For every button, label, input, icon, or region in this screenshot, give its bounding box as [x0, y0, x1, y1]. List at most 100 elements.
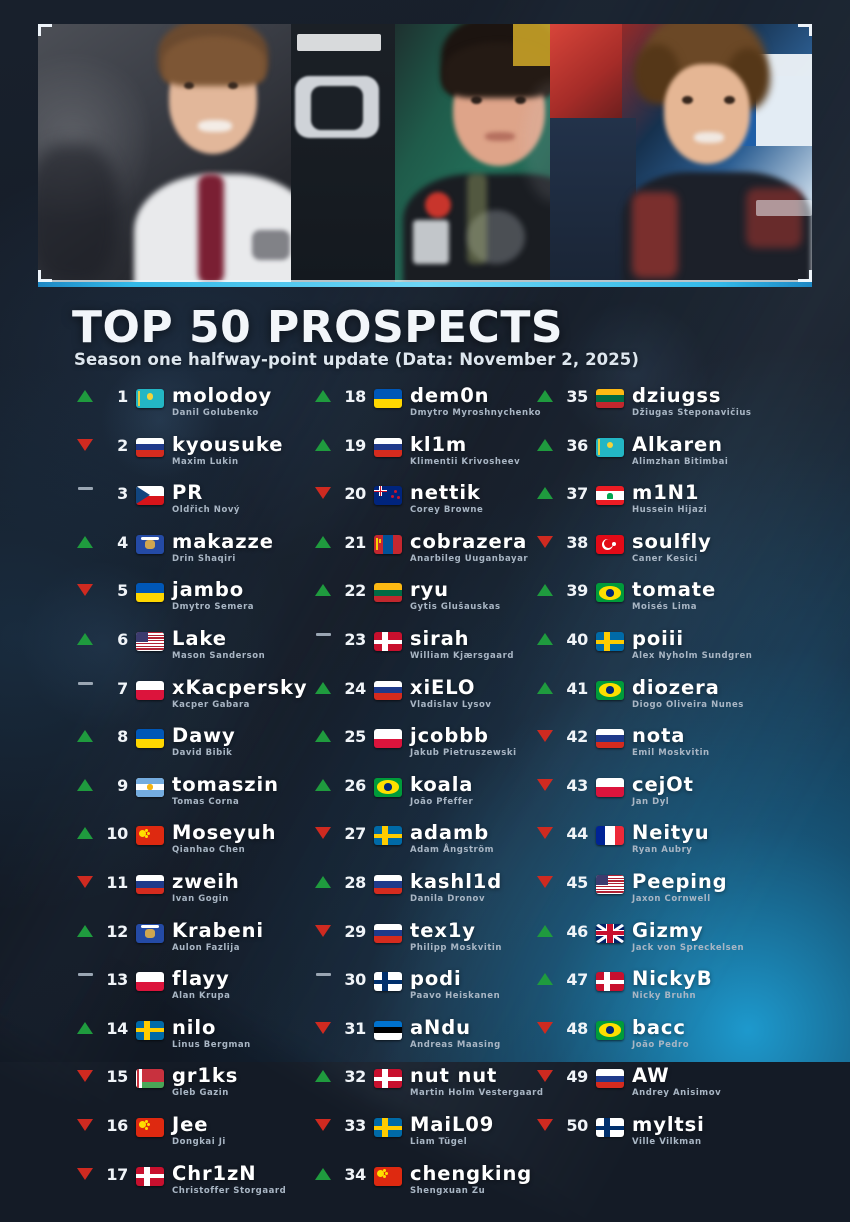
player-names: Jee Dongkai Ji: [172, 1114, 240, 1147]
rank-up-arrow-icon: [77, 924, 93, 937]
ranking-row[interactable]: 29 tex1y Philipp Moskvitin: [310, 918, 501, 970]
player-real-name: Jack von Spreckelsen: [632, 942, 745, 953]
player-country-flag: [366, 1115, 410, 1137]
player-nickname: kl1m: [410, 432, 468, 456]
ranking-row[interactable]: 34 chengking Shengxuan Zu: [310, 1163, 531, 1213]
ranking-row[interactable]: 36 Alkaren Alimzhan Bitimbai: [532, 432, 850, 484]
ranking-row[interactable]: 41 diozera Diogo Oliveira Nunes: [532, 677, 850, 727]
rank-number: 22: [344, 581, 366, 601]
ranking-row[interactable]: 32 nut nut Martin Holm Vestergaard: [310, 1064, 543, 1115]
ranking-row[interactable]: 2 kyousuke Maxim Lukin: [72, 434, 282, 484]
ranking-row[interactable]: 33 MaiL09 Liam Tügel: [310, 1114, 493, 1164]
ranking-row[interactable]: 10 Moseyuh Qianhao Chen: [72, 823, 276, 872]
ranking-row[interactable]: 42 nota Emil Moskvitin: [532, 726, 850, 775]
player-names: Lake Mason Sanderson: [172, 628, 265, 661]
ranking-row[interactable]: 50 myltsi Ville Vilkman: [532, 1114, 850, 1164]
player-names: jambo Dmytro Semera: [172, 580, 254, 613]
player-real-name: Dongkai Ji: [172, 1136, 226, 1147]
flag-lt: [374, 583, 402, 603]
flag-ru: [374, 680, 402, 700]
ranking-row[interactable]: 43 cejOt Jan Dyl: [532, 774, 850, 824]
ranking-row[interactable]: 14 nilo Linus Bergman: [72, 1015, 250, 1067]
rank-movement-indicator: [310, 726, 336, 743]
rank-movement-indicator: [72, 1018, 98, 1034]
ranking-row[interactable]: 8 Dawy David Bibik: [72, 726, 240, 775]
rank-number: 18: [344, 387, 366, 406]
player-nickname: tex1y: [410, 918, 476, 942]
ranking-row[interactable]: 44 Neityu Ryan Aubry: [532, 823, 850, 872]
ranking-row[interactable]: 39 tomate Moisés Lima: [532, 580, 850, 629]
ranking-row[interactable]: 12 Krabeni Aulon Fazlija: [72, 920, 263, 970]
ranking-row[interactable]: 5 jambo Dmytro Semera: [72, 580, 254, 629]
ranking-column-1: 1 molodoy Danil Golubenko 2 kyousuke Maxim Lu…: [0, 384, 307, 1213]
ranking-row[interactable]: 30 podi Paavo Heiskanen: [310, 969, 500, 1018]
player-country-flag: [588, 872, 632, 894]
rank-up-arrow-icon: [537, 390, 553, 402]
ranking-row[interactable]: 46 Gizmy Jack von Spreckelsen: [532, 920, 850, 970]
ranking-row[interactable]: 16 Jee Dongkai Ji: [72, 1114, 240, 1164]
ranking-row[interactable]: 40 poiii Alex Nyholm Sundgren: [532, 628, 850, 678]
rank-up-arrow-icon: [77, 535, 93, 548]
ranking-row[interactable]: 6 Lake Mason Sanderson: [72, 628, 265, 678]
flag-by: [136, 1069, 164, 1089]
player-names: NickyB Nicky Bruhn: [632, 969, 850, 1002]
ranking-row[interactable]: 15 gr1ks Gleb Gazin: [72, 1066, 240, 1115]
player-names: tomate Moisés Lima: [632, 580, 850, 613]
rank-movement-indicator: [532, 629, 558, 645]
ranking-row[interactable]: 3 PR Oldřich Nový: [72, 483, 240, 532]
player-names: Gizmy Jack von Spreckelsen: [632, 920, 850, 953]
ranking-row[interactable]: 4 makazze Drin Shaqiri: [72, 531, 273, 581]
ranking-row[interactable]: 11 zweih Ivan Gogin: [72, 869, 240, 921]
ranking-row[interactable]: 7 xKacpersky Kacper Gabara: [72, 677, 307, 727]
ranking-row[interactable]: 25 jcobbb Jakub Pietruszewski: [310, 726, 516, 775]
rank-movement-indicator: [310, 629, 336, 636]
ranking-row[interactable]: 35 dziugss Džiugas Steponavičius: [532, 385, 850, 435]
ranking-row[interactable]: 37 m1N1 Hussein Hijazi: [532, 483, 850, 532]
player-names: Alkaren Alimzhan Bitimbai: [632, 432, 850, 467]
ranking-row[interactable]: 31 aNdu Andreas Maasing: [310, 1017, 500, 1067]
ranking-row[interactable]: 19 kl1m Klimentii Krivosheev: [310, 432, 520, 484]
rank-movement-indicator: [72, 823, 98, 840]
flag-kz: [136, 389, 164, 408]
rank-movement-indicator: [532, 921, 558, 937]
player-real-name: Alimzhan Bitimbai: [632, 456, 729, 467]
flag-cz: [136, 486, 164, 506]
flag-se: [136, 1020, 164, 1040]
flag-tr: [596, 534, 624, 554]
player-names: adamb Adam Ångström: [410, 823, 494, 856]
ranking-row[interactable]: 49 AW Andrey Anisimov: [532, 1066, 850, 1115]
rank-movement-indicator: [310, 678, 336, 694]
ranking-row[interactable]: 18 dem0n Dmytro Myroshnychenko: [310, 385, 540, 435]
rank-up-arrow-icon: [77, 390, 93, 402]
flag-lt: [596, 389, 624, 408]
player-nickname: nilo: [172, 1015, 217, 1039]
ranking-row[interactable]: 48 bacc João Pedro: [532, 1017, 850, 1067]
player-nickname: zweih: [172, 869, 240, 893]
ranking-row[interactable]: 13 flayy Alan Krupa: [72, 969, 240, 1018]
player-real-name: Shengxuan Zu: [410, 1185, 486, 1196]
ranking-row[interactable]: 28 kashl1d Danila Dronov: [310, 871, 501, 921]
ranking-row[interactable]: 26 koala João Pfeffer: [310, 774, 474, 824]
ranking-row[interactable]: 20 nettik Corey Browne: [310, 483, 483, 532]
player-nickname: Alkaren: [632, 432, 723, 456]
rank-number: 40: [566, 629, 588, 649]
ranking-row[interactable]: 22 ryu Gytis Glušauskas: [310, 580, 500, 629]
player-country-flag: [588, 823, 632, 846]
player-nickname: nut nut: [410, 1064, 498, 1088]
player-nickname: molodoy: [172, 384, 273, 407]
ranking-row[interactable]: 21 cobrazera Anarbileg Uuganbayar: [310, 531, 528, 581]
ranking-row[interactable]: 1 molodoy Danil Golubenko: [72, 384, 273, 435]
player-country-flag: [128, 532, 172, 554]
ranking-row[interactable]: 45 Peeping Jaxon Cornwell: [532, 871, 850, 921]
ranking-row[interactable]: 9 tomaszin Tomas Corna: [72, 774, 278, 824]
ranking-row[interactable]: 17 Chr1zN Christoffer Storgaard: [72, 1163, 286, 1213]
rank-movement-indicator: [72, 969, 98, 977]
ranking-row[interactable]: 27 adamb Adam Ångström: [310, 823, 494, 872]
ranking-row[interactable]: 38 soulfly Caner Kesici: [532, 531, 850, 581]
ranking-row[interactable]: 47 NickyB Nicky Bruhn: [532, 969, 850, 1018]
player-nickname: gr1ks: [172, 1064, 239, 1088]
ranking-row[interactable]: 23 sirah William Kjærsgaard: [310, 628, 513, 678]
rank-down-arrow-icon: [315, 827, 331, 840]
ranking-row[interactable]: 24 xiELO Vladislav Lysov: [310, 677, 491, 727]
player-real-name: João Pfeffer: [410, 796, 474, 807]
